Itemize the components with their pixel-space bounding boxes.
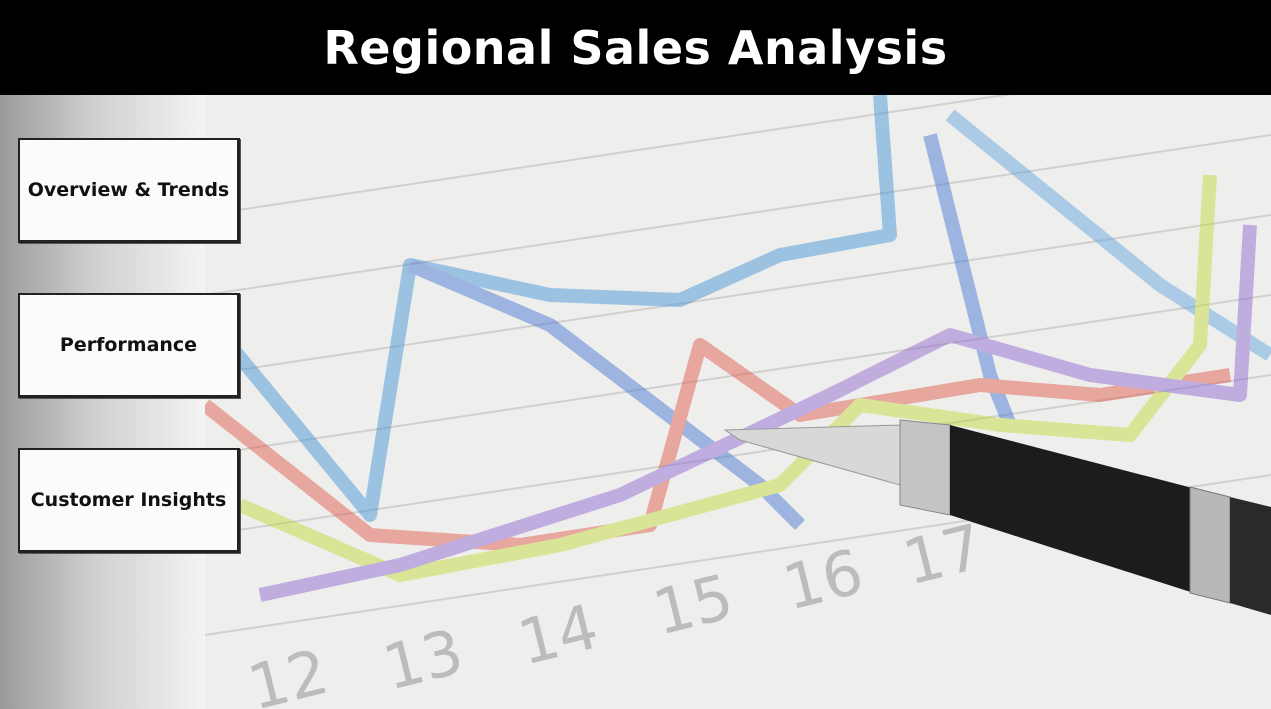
page-title: Regional Sales Analysis (323, 20, 948, 75)
nav-button[interactable]: Customer Insights (18, 448, 240, 553)
nav-button[interactable]: Overview & Trends (18, 138, 240, 243)
nav-button[interactable]: Performance (18, 293, 240, 398)
header: Regional Sales Analysis (0, 0, 1271, 95)
pen (723, 419, 1271, 615)
background-label: 13 (376, 615, 470, 705)
background-photo: 12 13 14 15 16 17 (199, 95, 1271, 709)
background-label: 12 (241, 635, 335, 709)
background-label: 15 (646, 560, 740, 650)
background-label: 14 (511, 590, 605, 680)
